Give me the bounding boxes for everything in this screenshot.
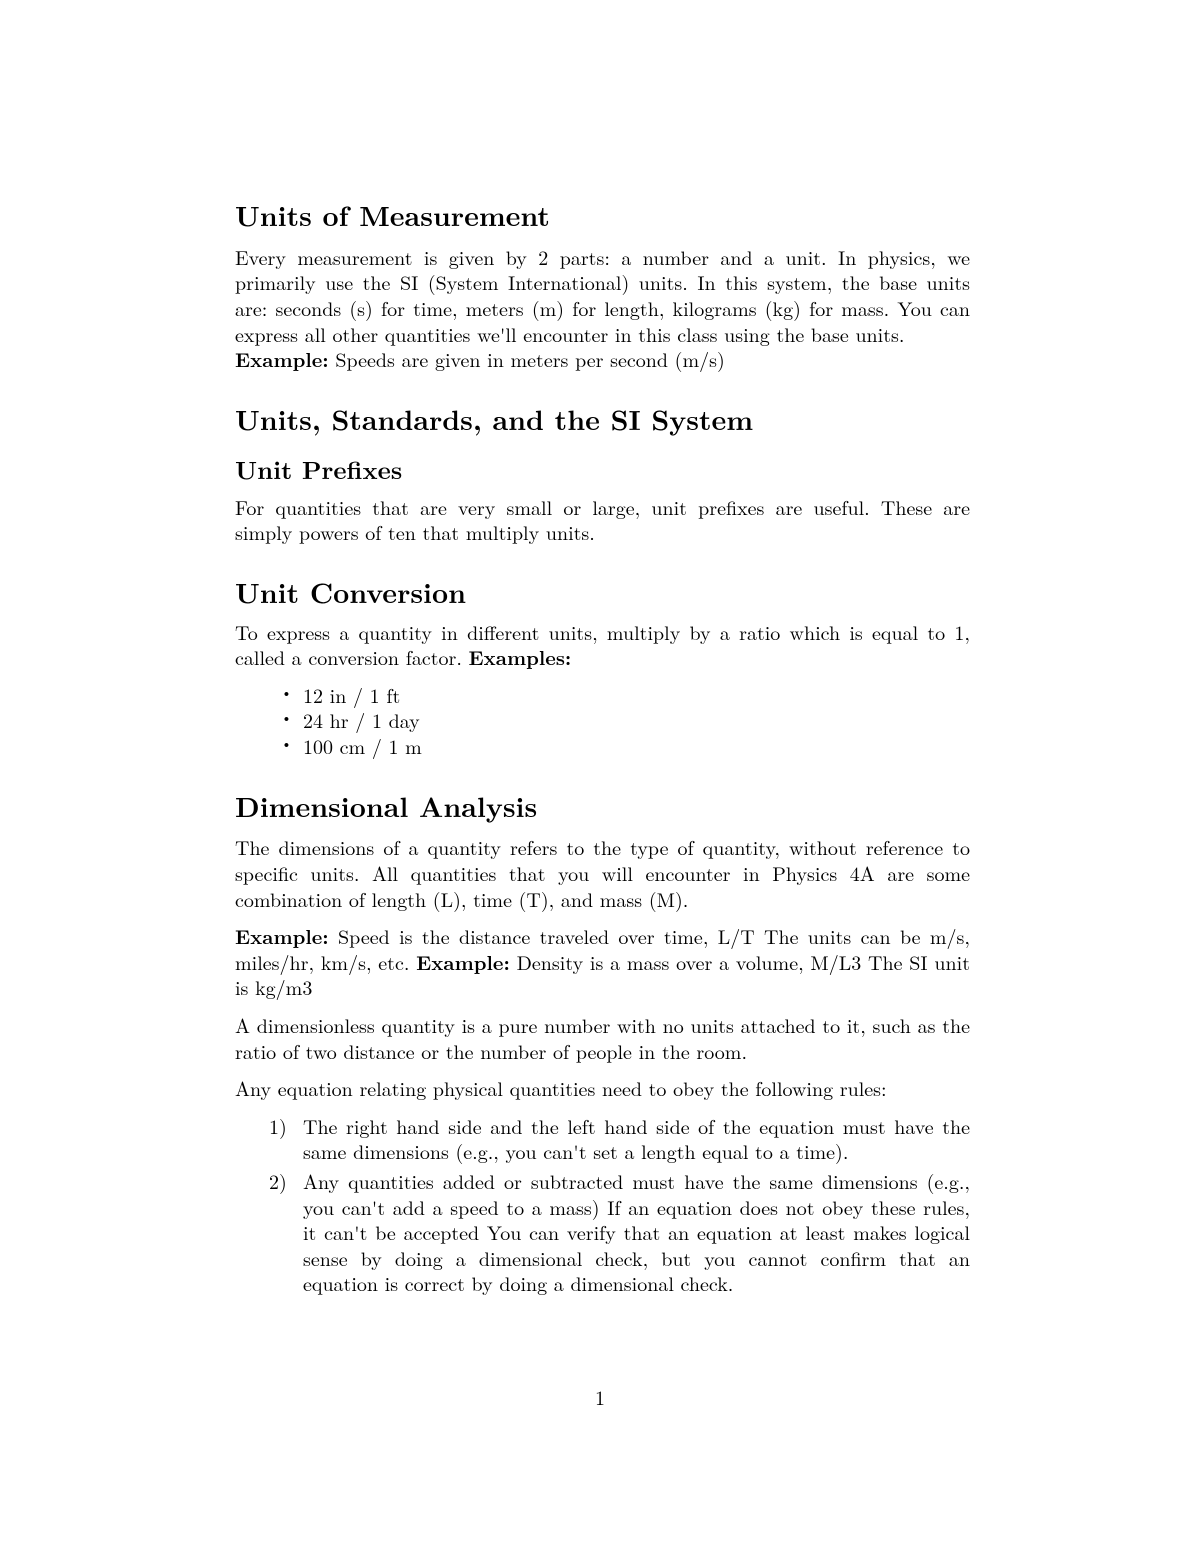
heading-unit-conversion: Unit Conversion (235, 575, 970, 611)
example-label: Example: (416, 947, 510, 976)
list-item: 100 cm / 1 m (303, 733, 970, 759)
para-dimensional-1: The dimensions of a quantity refers to t… (235, 834, 970, 911)
para-dimensional-3: Any equation relating physical quantitie… (235, 1075, 970, 1101)
heading-units-measurement: Units of Measurement (235, 198, 970, 234)
subheading-unit-prefixes: Unit Prefixes (235, 454, 970, 486)
heading-si-system: Units, Standards, and the SI System (235, 402, 970, 438)
para-dimensional-2: A dimensionless quantity is a pure numbe… (235, 1012, 970, 1063)
para-dimensional-examples: Example: Speed is the distance traveled … (235, 923, 970, 1000)
heading-dimensional-analysis: Dimensional Analysis (235, 789, 970, 825)
body-text-span: To express a quantity in different units… (235, 617, 970, 672)
list-item: The right hand side and the left hand si… (303, 1113, 970, 1164)
body-text-span: Every measurement is given by 2 parts: a… (235, 242, 970, 348)
conversion-list: 12 in / 1 ft 24 hr / 1 day 100 cm / 1 m (235, 682, 970, 759)
rules-list: The right hand side and the left hand si… (235, 1113, 970, 1296)
body-text: Every measurement is given by 2 parts: a… (235, 244, 970, 372)
page-content: Units of Measurement Every measurement i… (235, 198, 970, 1300)
document-page: Units of Measurement Every measurement i… (0, 0, 1200, 1553)
para-unit-conversion: To express a quantity in different units… (235, 619, 970, 670)
page-number: 1 (0, 1382, 1200, 1411)
examples-label: Examples: (469, 642, 572, 671)
example-text: Speeds are given in meters per second (m… (329, 344, 725, 373)
list-item: Any quantities added or subtracted must … (303, 1168, 970, 1296)
list-item: 12 in / 1 ft (303, 682, 970, 708)
example-label: Example: (235, 344, 329, 373)
para-units-measurement: Every measurement is given by 2 parts: a… (235, 244, 970, 372)
list-item: 24 hr / 1 day (303, 707, 970, 733)
para-unit-prefixes: For quantities that are very small or la… (235, 494, 970, 545)
